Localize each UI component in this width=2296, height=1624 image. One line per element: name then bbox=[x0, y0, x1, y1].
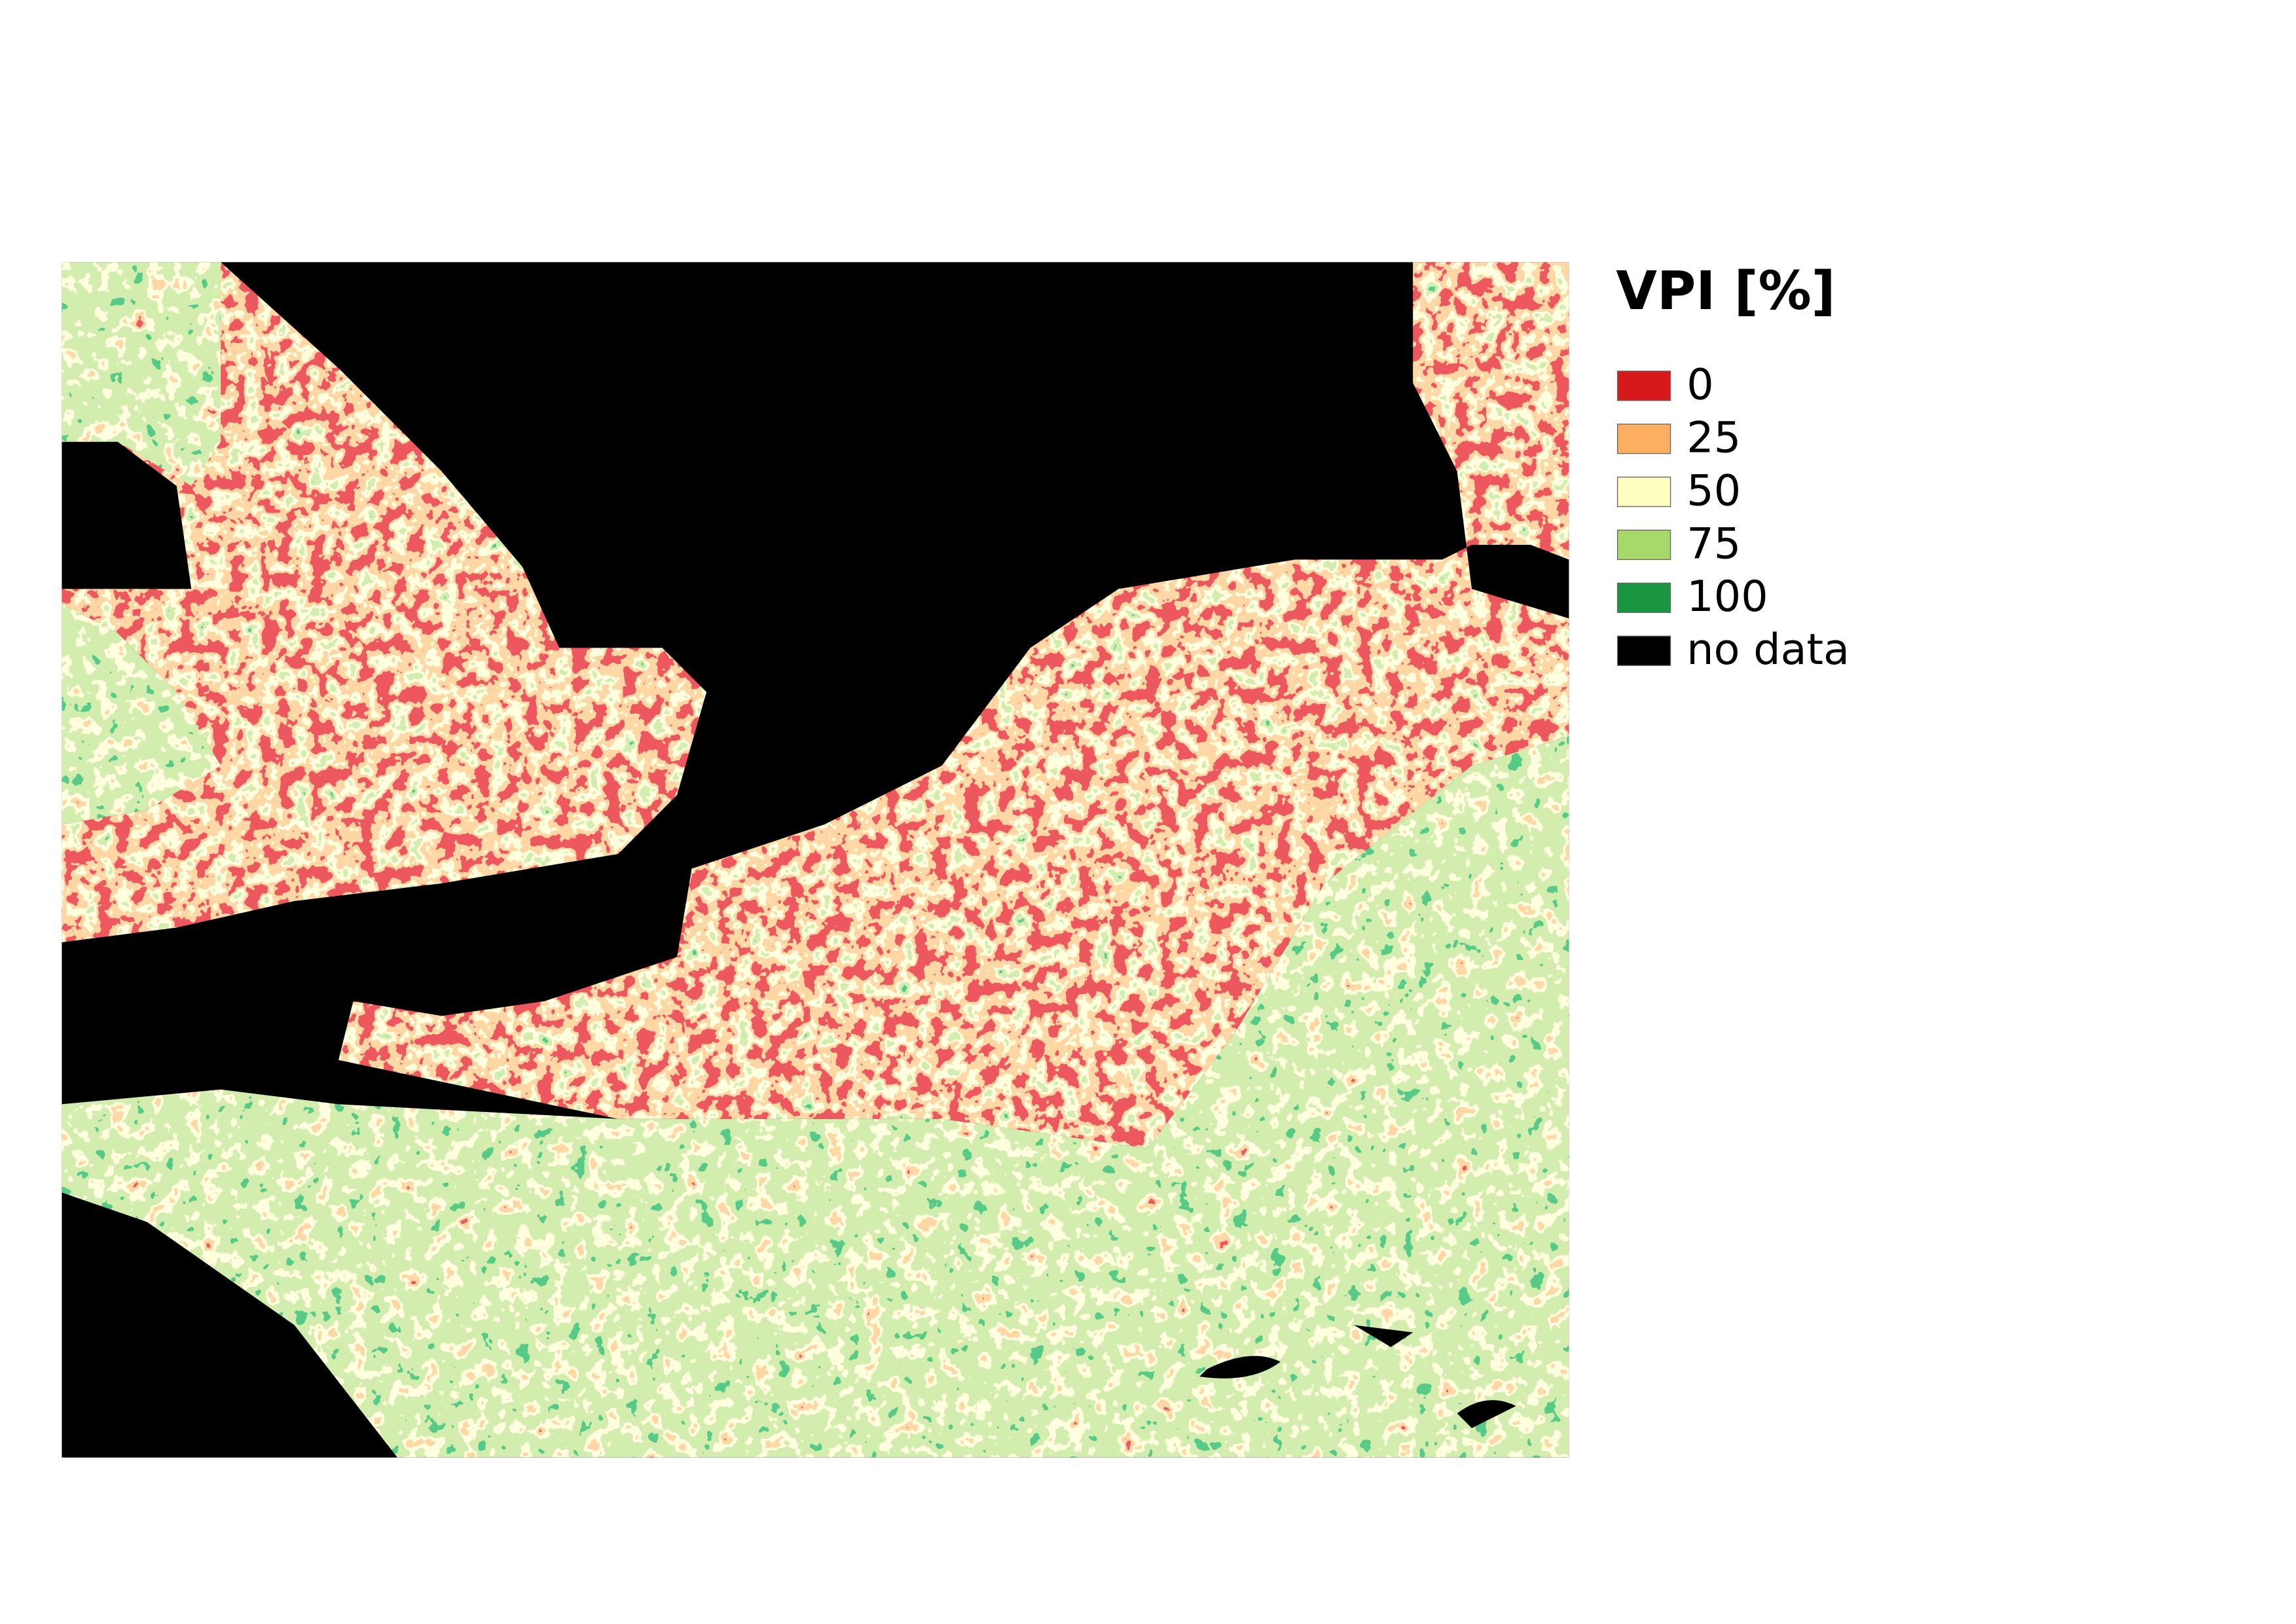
legend-label: 50 bbox=[1686, 466, 1741, 515]
legend-label: 25 bbox=[1686, 413, 1741, 462]
legend-swatch bbox=[1616, 476, 1671, 507]
legend-swatch bbox=[1616, 529, 1671, 561]
legend-swatch bbox=[1616, 582, 1671, 614]
legend-swatch bbox=[1616, 635, 1671, 666]
map-lakes bbox=[1199, 1325, 1516, 1428]
legend-swatch bbox=[1616, 371, 1671, 401]
legend-label: no data bbox=[1686, 625, 1850, 674]
legend-label: 75 bbox=[1686, 519, 1741, 568]
legend-label: 0 bbox=[1686, 360, 1713, 409]
legend-swatch bbox=[1616, 423, 1671, 454]
legend-title: VPI [%] bbox=[1616, 261, 1835, 322]
legend-label: 100 bbox=[1686, 572, 1768, 621]
